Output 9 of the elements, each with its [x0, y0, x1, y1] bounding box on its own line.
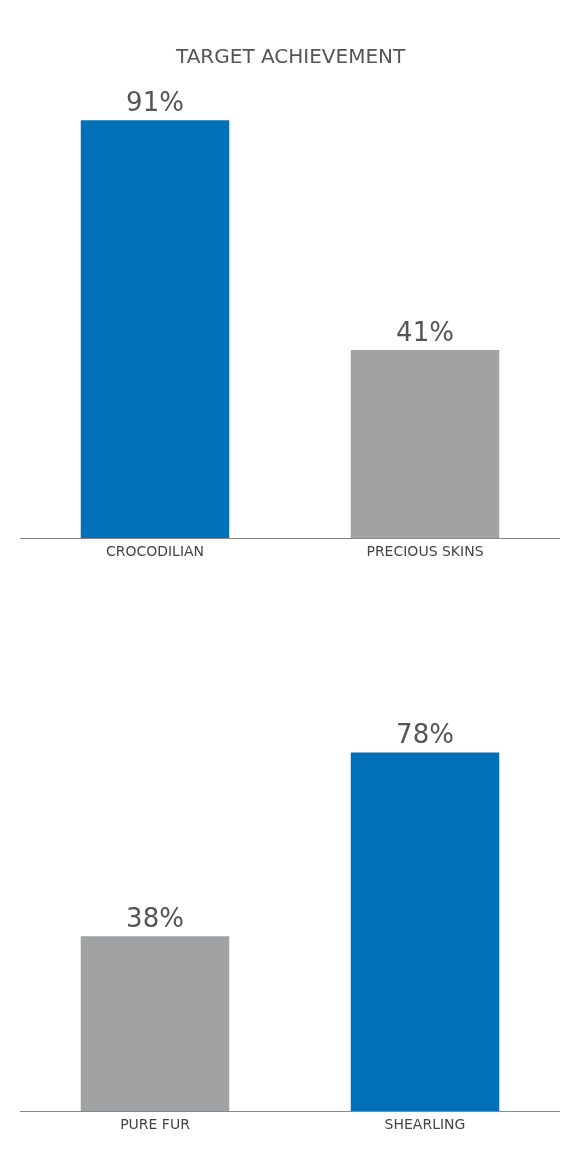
x-tick-label: PRECIOUS SKINS [366, 543, 484, 560]
x-tick-label: CROCODILIAN [105, 543, 205, 560]
x-tick-label: PURE FUR [120, 1115, 191, 1132]
data-label: 91% [126, 87, 184, 118]
data-label: 38% [126, 903, 184, 934]
data-label: 41% [396, 317, 454, 347]
x-tick-label: SHEARLING [384, 1115, 466, 1132]
chart-title: TARGET ACHIEVEMENT [175, 44, 406, 68]
data-label: 78% [396, 719, 454, 750]
